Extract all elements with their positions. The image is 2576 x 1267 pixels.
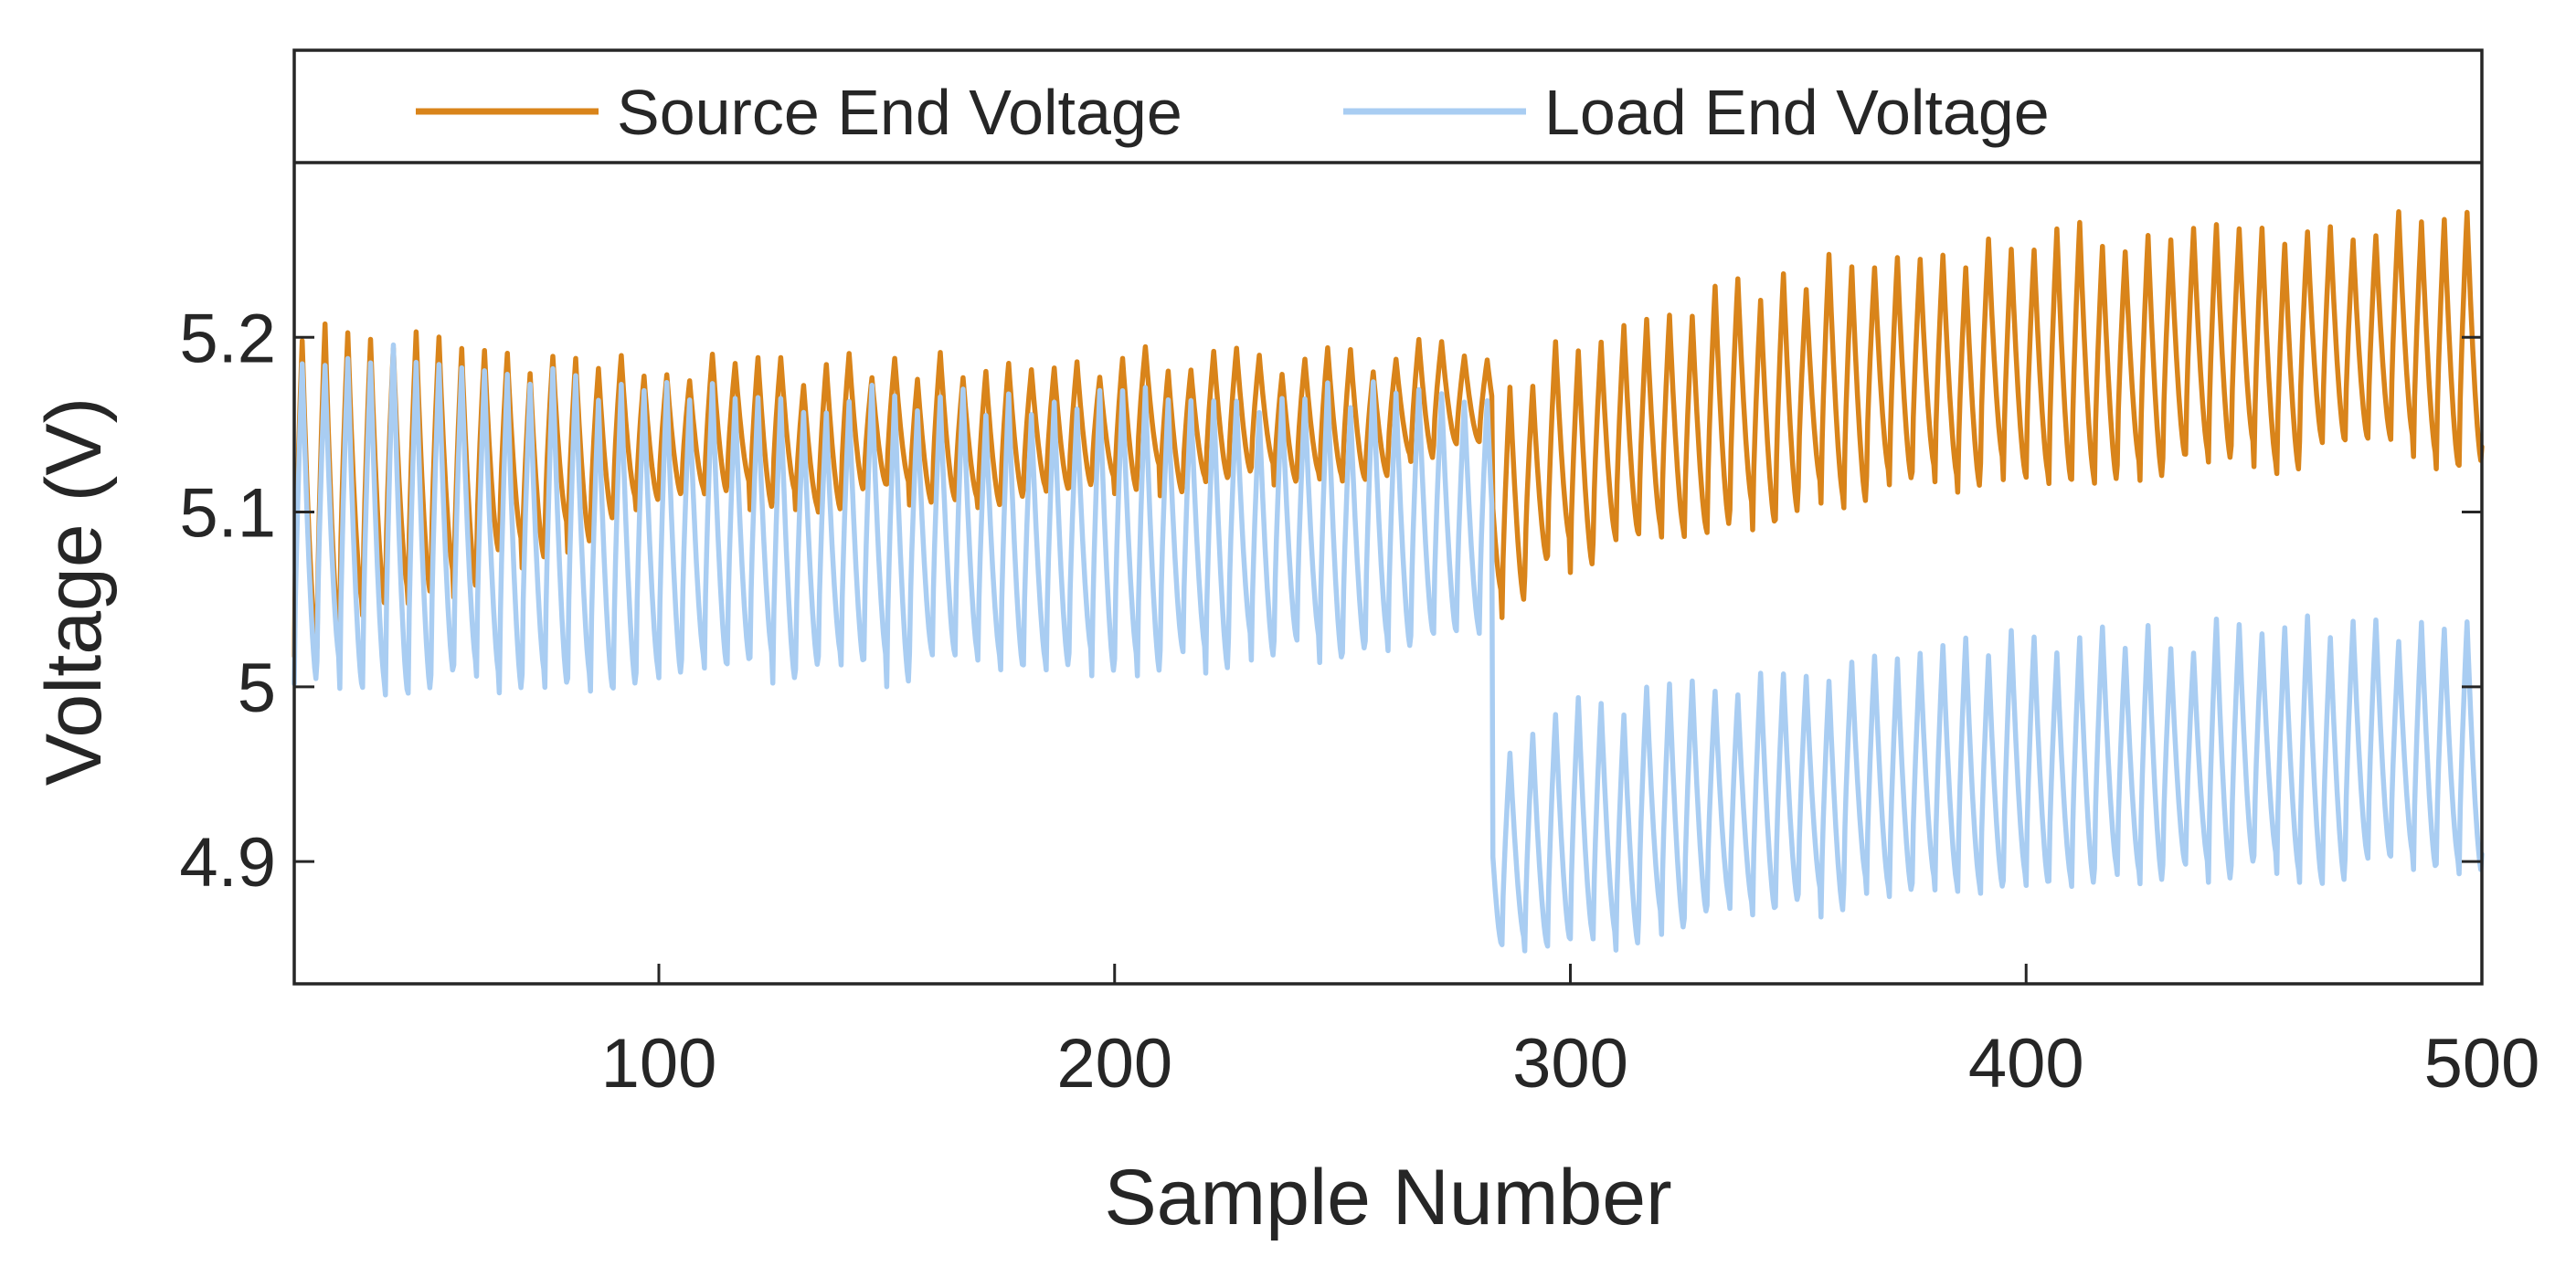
legend-label-1: Source End Voltage (617, 77, 1182, 148)
y-tick-label: 5.2 (179, 300, 276, 377)
x-axis-title: Sample Number (1104, 1154, 1671, 1241)
legend-label-2: Load End Voltage (1544, 77, 2050, 148)
y-tick-label: 5.1 (179, 475, 276, 553)
y-tick-label: 5 (238, 649, 276, 727)
legend: Source End Voltage Load End Voltage (416, 77, 2050, 148)
series-layer (292, 209, 2485, 954)
axes-layer: 100 200 300 400 500 4.9 5 5.1 5.2 (179, 48, 2540, 1103)
x-tick-label: 300 (1512, 1025, 1628, 1103)
y-axis-title: Voltage (V) (30, 397, 118, 786)
series-line-load-end-voltage (292, 342, 2485, 954)
x-tick-label: 500 (2424, 1025, 2540, 1103)
x-tick-label: 400 (1968, 1025, 2084, 1103)
x-tick-label: 200 (1056, 1025, 1172, 1103)
y-tick-label: 4.9 (179, 824, 276, 902)
series-line-source-end-voltage (292, 209, 2485, 660)
plot-frame (292, 48, 2484, 986)
labels-layer: Sample Number Voltage (V) (30, 397, 1672, 1241)
x-tick-label: 100 (601, 1025, 717, 1103)
